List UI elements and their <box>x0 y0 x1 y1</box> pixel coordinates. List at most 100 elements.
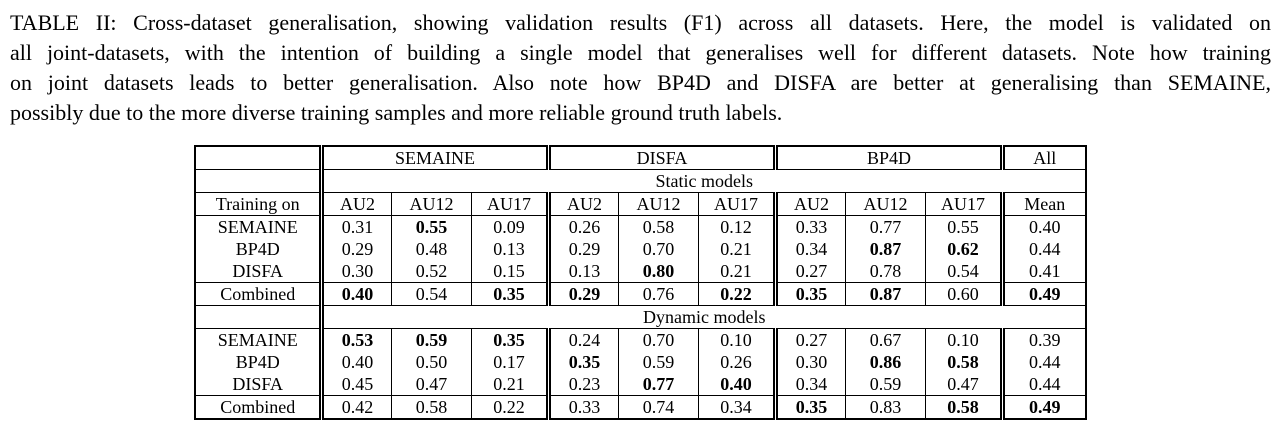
section-label-dynamic: Dynamic models <box>318 305 1086 329</box>
column-header-au17: AU17 <box>697 192 776 216</box>
value-cell: 0.49 <box>1000 282 1086 306</box>
value-cell: 0.59 <box>390 328 472 351</box>
row-label: BP4D <box>194 238 322 260</box>
data-row-semaine: SEMAINE 0.53 0.59 0.35 0.24 0.70 0.10 0.27 0.67 0… <box>194 328 1086 351</box>
data-row-bp4d: BP4D 0.29 0.48 0.13 0.29 0.70 0.21 0.34 0.87 0.62… <box>194 238 1086 260</box>
group-header-all: All <box>1000 146 1086 170</box>
value-cell: 0.44 <box>1000 238 1086 260</box>
value-cell: 0.23 <box>545 373 619 396</box>
value-cell: 0.10 <box>697 328 776 351</box>
caption-line: on joint datasets leads to better genera… <box>10 70 1271 95</box>
row-label: BP4D <box>194 351 322 373</box>
column-header-au17: AU17 <box>924 192 1003 216</box>
value-cell: 0.29 <box>545 238 619 260</box>
value-cell: 0.58 <box>924 351 1003 373</box>
value-cell: 0.80 <box>617 260 699 283</box>
value-cell: 0.22 <box>697 282 776 306</box>
value-cell: 0.42 <box>318 395 392 420</box>
group-header-disfa: DISFA <box>545 146 776 170</box>
value-cell: 0.24 <box>545 328 619 351</box>
results-table: SEMAINE DISFA BP4D All Static models Training… <box>194 145 1087 420</box>
value-cell: 0.54 <box>924 260 1003 283</box>
column-header-au2: AU2 <box>545 192 619 216</box>
value-cell: 0.21 <box>470 373 549 396</box>
row-label: Combined <box>194 395 322 420</box>
value-cell: 0.40 <box>1000 215 1086 238</box>
value-cell: 0.60 <box>924 282 1003 306</box>
value-cell: 0.67 <box>844 328 926 351</box>
corner-cell <box>194 146 322 170</box>
value-cell: 0.34 <box>772 238 846 260</box>
data-row-combined: Combined 0.40 0.54 0.35 0.29 0.76 0.22 0.35 0.87… <box>194 282 1086 306</box>
value-cell: 0.10 <box>924 328 1003 351</box>
value-cell: 0.76 <box>617 282 699 306</box>
row-label: Combined <box>194 282 322 306</box>
caption-line: possibly due to the more diverse trainin… <box>10 100 783 125</box>
column-header-au12: AU12 <box>617 192 699 216</box>
caption-line: all joint-datasets, with the intention o… <box>10 40 1271 65</box>
value-cell: 0.13 <box>470 238 549 260</box>
column-header-au2: AU2 <box>772 192 846 216</box>
group-header-row: SEMAINE DISFA BP4D All <box>194 146 1086 170</box>
value-cell: 0.59 <box>844 373 926 396</box>
value-cell: 0.22 <box>470 395 549 420</box>
value-cell: 0.78 <box>844 260 926 283</box>
value-cell: 0.40 <box>697 373 776 396</box>
value-cell: 0.26 <box>697 351 776 373</box>
value-cell: 0.29 <box>318 238 392 260</box>
data-row-disfa: DISFA 0.30 0.52 0.15 0.13 0.80 0.21 0.27 0.78 0.5… <box>194 260 1086 283</box>
value-cell: 0.30 <box>318 260 392 283</box>
value-cell: 0.17 <box>470 351 549 373</box>
table-caption: TABLE II: Cross-dataset generalisation, … <box>0 0 1281 128</box>
value-cell: 0.35 <box>470 282 549 306</box>
data-row-bp4d: BP4D 0.40 0.50 0.17 0.35 0.59 0.26 0.30 0.86 0.58… <box>194 351 1086 373</box>
value-cell: 0.58 <box>390 395 472 420</box>
column-header-au12: AU12 <box>844 192 926 216</box>
value-cell: 0.21 <box>697 260 776 283</box>
value-cell: 0.13 <box>545 260 619 283</box>
value-cell: 0.77 <box>617 373 699 396</box>
value-cell: 0.49 <box>1000 395 1086 420</box>
value-cell: 0.47 <box>390 373 472 396</box>
value-cell: 0.58 <box>617 215 699 238</box>
value-cell: 0.33 <box>772 215 846 238</box>
section-row: Static models <box>194 169 1086 193</box>
data-row-combined: Combined 0.42 0.58 0.22 0.33 0.74 0.34 0.35 0.83… <box>194 395 1086 420</box>
value-cell: 0.70 <box>617 328 699 351</box>
value-cell: 0.40 <box>318 351 392 373</box>
value-cell: 0.52 <box>390 260 472 283</box>
value-cell: 0.40 <box>318 282 392 306</box>
value-cell: 0.41 <box>1000 260 1086 283</box>
value-cell: 0.77 <box>844 215 926 238</box>
value-cell: 0.53 <box>318 328 392 351</box>
value-cell: 0.15 <box>470 260 549 283</box>
column-header-au12: AU12 <box>390 192 472 216</box>
value-cell: 0.50 <box>390 351 472 373</box>
value-cell: 0.87 <box>844 282 926 306</box>
group-header-semaine: SEMAINE <box>318 146 549 170</box>
value-cell: 0.31 <box>318 215 392 238</box>
value-cell: 0.83 <box>844 395 926 420</box>
value-cell: 0.87 <box>844 238 926 260</box>
value-cell: 0.44 <box>1000 373 1086 396</box>
value-cell: 0.30 <box>772 351 846 373</box>
value-cell: 0.35 <box>772 395 846 420</box>
value-cell: 0.09 <box>470 215 549 238</box>
data-row-disfa: DISFA 0.45 0.47 0.21 0.23 0.77 0.40 0.34 0.59 0.4… <box>194 373 1086 396</box>
value-cell: 0.47 <box>924 373 1003 396</box>
group-header-bp4d: BP4D <box>772 146 1003 170</box>
value-cell: 0.45 <box>318 373 392 396</box>
value-cell: 0.29 <box>545 282 619 306</box>
column-header-mean: Mean <box>1000 192 1086 216</box>
data-row-semaine: SEMAINE 0.31 0.55 0.09 0.26 0.58 0.12 0.33 0.77 0… <box>194 215 1086 238</box>
value-cell: 0.34 <box>772 373 846 396</box>
row-header-label: Training on <box>194 192 322 216</box>
value-cell: 0.35 <box>470 328 549 351</box>
row-label: DISFA <box>194 260 322 283</box>
blank-cell <box>194 305 322 329</box>
blank-cell <box>194 169 322 193</box>
value-cell: 0.59 <box>617 351 699 373</box>
section-row: Dynamic models <box>194 305 1086 329</box>
value-cell: 0.27 <box>772 260 846 283</box>
row-label: DISFA <box>194 373 322 396</box>
